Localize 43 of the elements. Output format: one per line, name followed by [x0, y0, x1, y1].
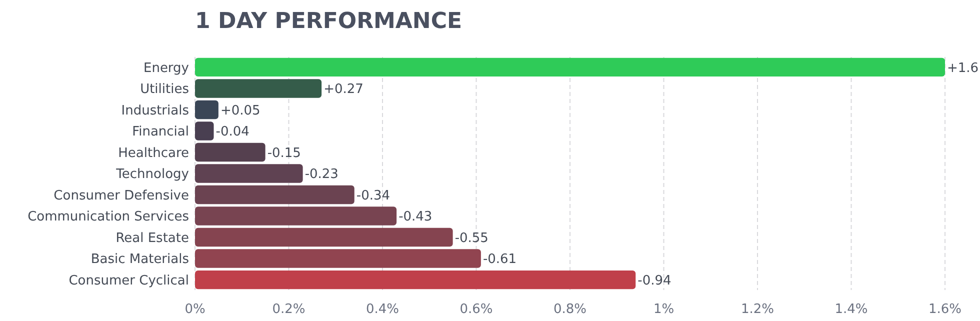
y-tick-label: Technology: [115, 167, 190, 182]
bar: [195, 228, 453, 247]
y-tick-label: Industrials: [121, 103, 190, 118]
bar: [195, 58, 945, 77]
bar: [195, 270, 636, 290]
annotation: -0.23: [304, 167, 338, 182]
bar: [195, 206, 397, 226]
y-tick-label: Consumer Cyclical: [68, 273, 189, 288]
bar: [195, 249, 481, 268]
bar: [195, 122, 214, 140]
x-tick-label: 1.6%: [928, 302, 962, 317]
y-tick-label: Consumer Defensive: [54, 188, 189, 204]
x-tick-label: 1.2%: [740, 302, 774, 317]
annotation: -0.61: [482, 252, 517, 268]
y-tick-label: Basic Materials: [90, 252, 190, 268]
x-tick-label: 0.6%: [460, 302, 493, 317]
x-tick-label: 1%: [653, 302, 674, 317]
y-tick-label: Energy: [143, 60, 190, 76]
bar: [195, 100, 218, 120]
y-tick-label: Healthcare: [118, 146, 189, 161]
annotation: -0.94: [638, 273, 672, 288]
annotation: -0.34: [356, 188, 390, 204]
x-tick-label: 0%: [184, 302, 206, 317]
x-tick-label: 0.2%: [272, 302, 306, 317]
bar: [195, 164, 303, 183]
x-tick-label: 0.8%: [553, 302, 587, 317]
annotation: -0.43: [398, 210, 432, 225]
annotation: +0.27: [324, 82, 364, 98]
chart-title: 1 DAY PERFORMANCE: [195, 9, 462, 34]
bar: [195, 142, 266, 162]
annotation: -0.15: [267, 146, 301, 161]
annotation: +0.05: [220, 103, 260, 118]
y-tick-label: Communication Services: [28, 210, 190, 225]
annotation: +1.6: [947, 60, 979, 76]
annotation: -0.04: [216, 124, 250, 140]
annotation: -0.55: [454, 230, 488, 246]
bar: [195, 185, 354, 204]
y-tick-label: Utilities: [140, 82, 190, 98]
x-tick-label: 0.4%: [366, 302, 400, 317]
x-tick-label: 1.4%: [834, 302, 868, 317]
y-tick-label: Real Estate: [116, 230, 189, 246]
bar: [195, 79, 322, 98]
y-tick-label: Financial: [132, 124, 189, 140]
